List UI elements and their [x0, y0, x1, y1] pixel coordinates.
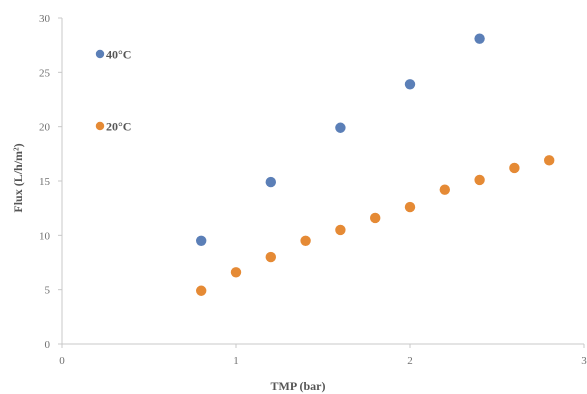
legend: 40°C 20°C [95, 48, 131, 134]
data-point-series-2 [230, 267, 242, 278]
data-point-series-2 [509, 162, 520, 174]
data-point-series-2 [300, 235, 311, 246]
y-tick-label: 25 [39, 67, 51, 79]
x-tick-label: 2 [407, 355, 413, 367]
legend-marker [95, 121, 105, 131]
y-tick-label: 10 [39, 230, 51, 242]
data-points [196, 33, 555, 296]
y-tick-label: 5 [45, 285, 51, 297]
legend-marker [95, 49, 105, 59]
legend-label: 20°C [106, 120, 131, 134]
y-tick-label: 15 [39, 176, 51, 188]
data-point-series-2 [196, 285, 207, 296]
data-point-series-2 [265, 251, 276, 263]
data-point-series-2 [544, 155, 555, 166]
y-tick-label: 30 [39, 13, 51, 25]
x-tick-label: 1 [233, 355, 239, 367]
data-point-series-1 [196, 235, 207, 246]
data-point-series-1 [474, 33, 485, 44]
y-tick-labels: 0 5 10 15 20 25 30 [39, 13, 62, 351]
y-tick-label: 0 [45, 339, 51, 351]
data-point-series-2 [439, 184, 450, 195]
y-axis-title: Flux (L/h/m²) [11, 143, 25, 212]
data-point-series-2 [404, 201, 416, 213]
x-tick-label: 0 [59, 355, 65, 367]
data-point-series-1 [265, 176, 276, 188]
data-point-series-1 [404, 79, 416, 90]
legend-label: 40°C [106, 48, 131, 62]
data-point-series-1 [335, 122, 346, 133]
data-point-series-2 [370, 212, 381, 224]
data-point-series-2 [335, 224, 346, 236]
data-point-series-2 [474, 174, 485, 186]
y-tick-label: 20 [39, 122, 51, 134]
x-tick-labels: 0 1 2 3 [59, 344, 587, 367]
x-tick-label: 3 [581, 355, 587, 367]
x-axis-title: TMP (bar) [271, 379, 326, 393]
